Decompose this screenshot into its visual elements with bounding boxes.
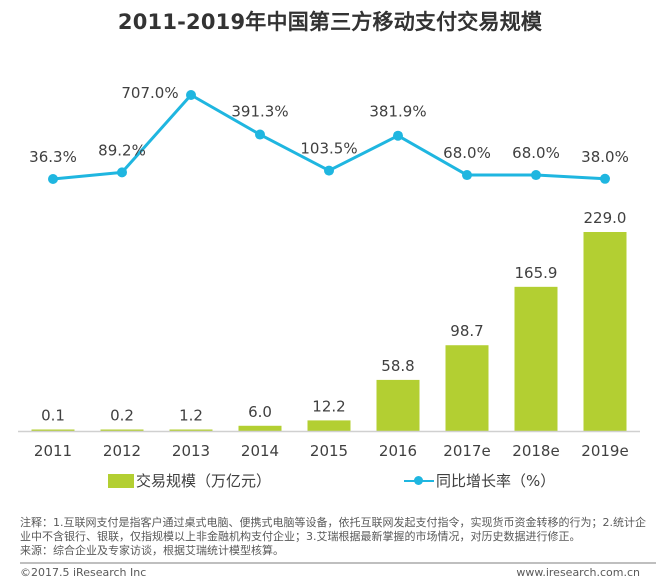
bars-layer [31, 232, 627, 431]
legend-item-bar: 交易规模（万亿元） [108, 470, 271, 491]
x-tick-label: 2017e [443, 442, 490, 460]
bar-value-label: 229.0 [584, 209, 627, 227]
x-tick-label: 2014 [241, 442, 279, 460]
bar-value-label: 58.8 [381, 357, 414, 375]
bar-2012 [100, 429, 144, 431]
chart-notes: 注释：1.互联网支付是指客户通过桌式电脑、便携式电脑等设备，依托互联网发起支付指… [20, 516, 650, 558]
x-tick-label: 2011 [34, 442, 72, 460]
bar-2016 [376, 379, 420, 431]
line-layer [48, 90, 610, 184]
growth-value-label: 707.0% [121, 84, 178, 102]
bar-2015 [307, 420, 351, 431]
source-text: 来源：综合企业及专家访谈，根据艾瑞统计模型核算。 [20, 544, 284, 557]
growth-point-2015 [324, 165, 334, 176]
x-tick-label: 2015 [310, 442, 348, 460]
legend-line-label: 同比增长率（%） [436, 472, 556, 490]
bar-value-label: 12.2 [312, 397, 345, 415]
legend-bar-swatch-icon [108, 473, 134, 488]
growth-point-2018e [531, 170, 541, 181]
bar-value-label: 1.2 [179, 407, 203, 425]
bar-2018e [514, 286, 558, 431]
growth-point-2013 [186, 90, 196, 100]
bar-value-label: 165.9 [515, 264, 558, 282]
bar-value-label: 0.1 [41, 407, 65, 425]
x-tick-label: 2019e [581, 442, 628, 460]
bar-value-label: 6.0 [248, 403, 272, 421]
x-tick-label: 2018e [512, 442, 559, 460]
growth-value-label: 103.5% [300, 140, 357, 158]
chart-canvas: 0.1 2011 0.2 2012 1.2 2013 6.0 2014 12.2 2015 58.8… [18, 84, 640, 460]
growth-point-2017e [462, 170, 472, 181]
growth-value-label: 38.0% [581, 148, 629, 166]
x-tick-label: 2012 [103, 442, 141, 460]
bar-2013 [169, 429, 213, 431]
growth-value-label: 68.0% [512, 144, 560, 162]
x-tick-label: 2016 [379, 442, 417, 460]
growth-value-label: 391.3% [231, 103, 288, 121]
growth-value-label: 89.2% [98, 141, 146, 159]
legend-bar-label: 交易规模（万亿元） [136, 472, 272, 490]
bar-2019e [583, 232, 627, 431]
bar-value-label: 98.7 [450, 322, 483, 340]
growth-value-label: 36.3% [29, 148, 77, 166]
growth-point-2011 [48, 174, 58, 184]
growth-value-label: 381.9% [369, 103, 426, 121]
legend-line-marker-icon [404, 474, 434, 488]
bar-2011 [31, 429, 75, 431]
copyright-text: ©2017.5 iResearch Inc [20, 566, 147, 579]
chart-title: 2011-2019年中国第三方移动支付交易规模 [117, 10, 543, 34]
note-text: 注释：1.互联网支付是指客户通过桌式电脑、便携式电脑等设备，依托互联网发起支付指… [20, 516, 646, 543]
legend-item-line: 同比增长率（%） [404, 470, 555, 491]
footer-divider [20, 562, 656, 564]
growth-point-2019e [600, 173, 610, 184]
x-tick-label: 2013 [172, 442, 210, 460]
growth-point-2014 [255, 129, 265, 140]
growth-point-2012 [117, 167, 127, 178]
bar-2014 [238, 425, 282, 431]
labels-layer: 0.1 2011 0.2 2012 1.2 2013 6.0 2014 12.2 2015 58.8… [29, 84, 629, 460]
growth-value-label: 68.0% [443, 144, 491, 162]
growth-point-2016 [393, 130, 403, 141]
website-link[interactable]: www.iresearch.com.cn [516, 566, 640, 579]
bar-2017e [445, 345, 489, 431]
bar-value-label: 0.2 [110, 407, 134, 425]
